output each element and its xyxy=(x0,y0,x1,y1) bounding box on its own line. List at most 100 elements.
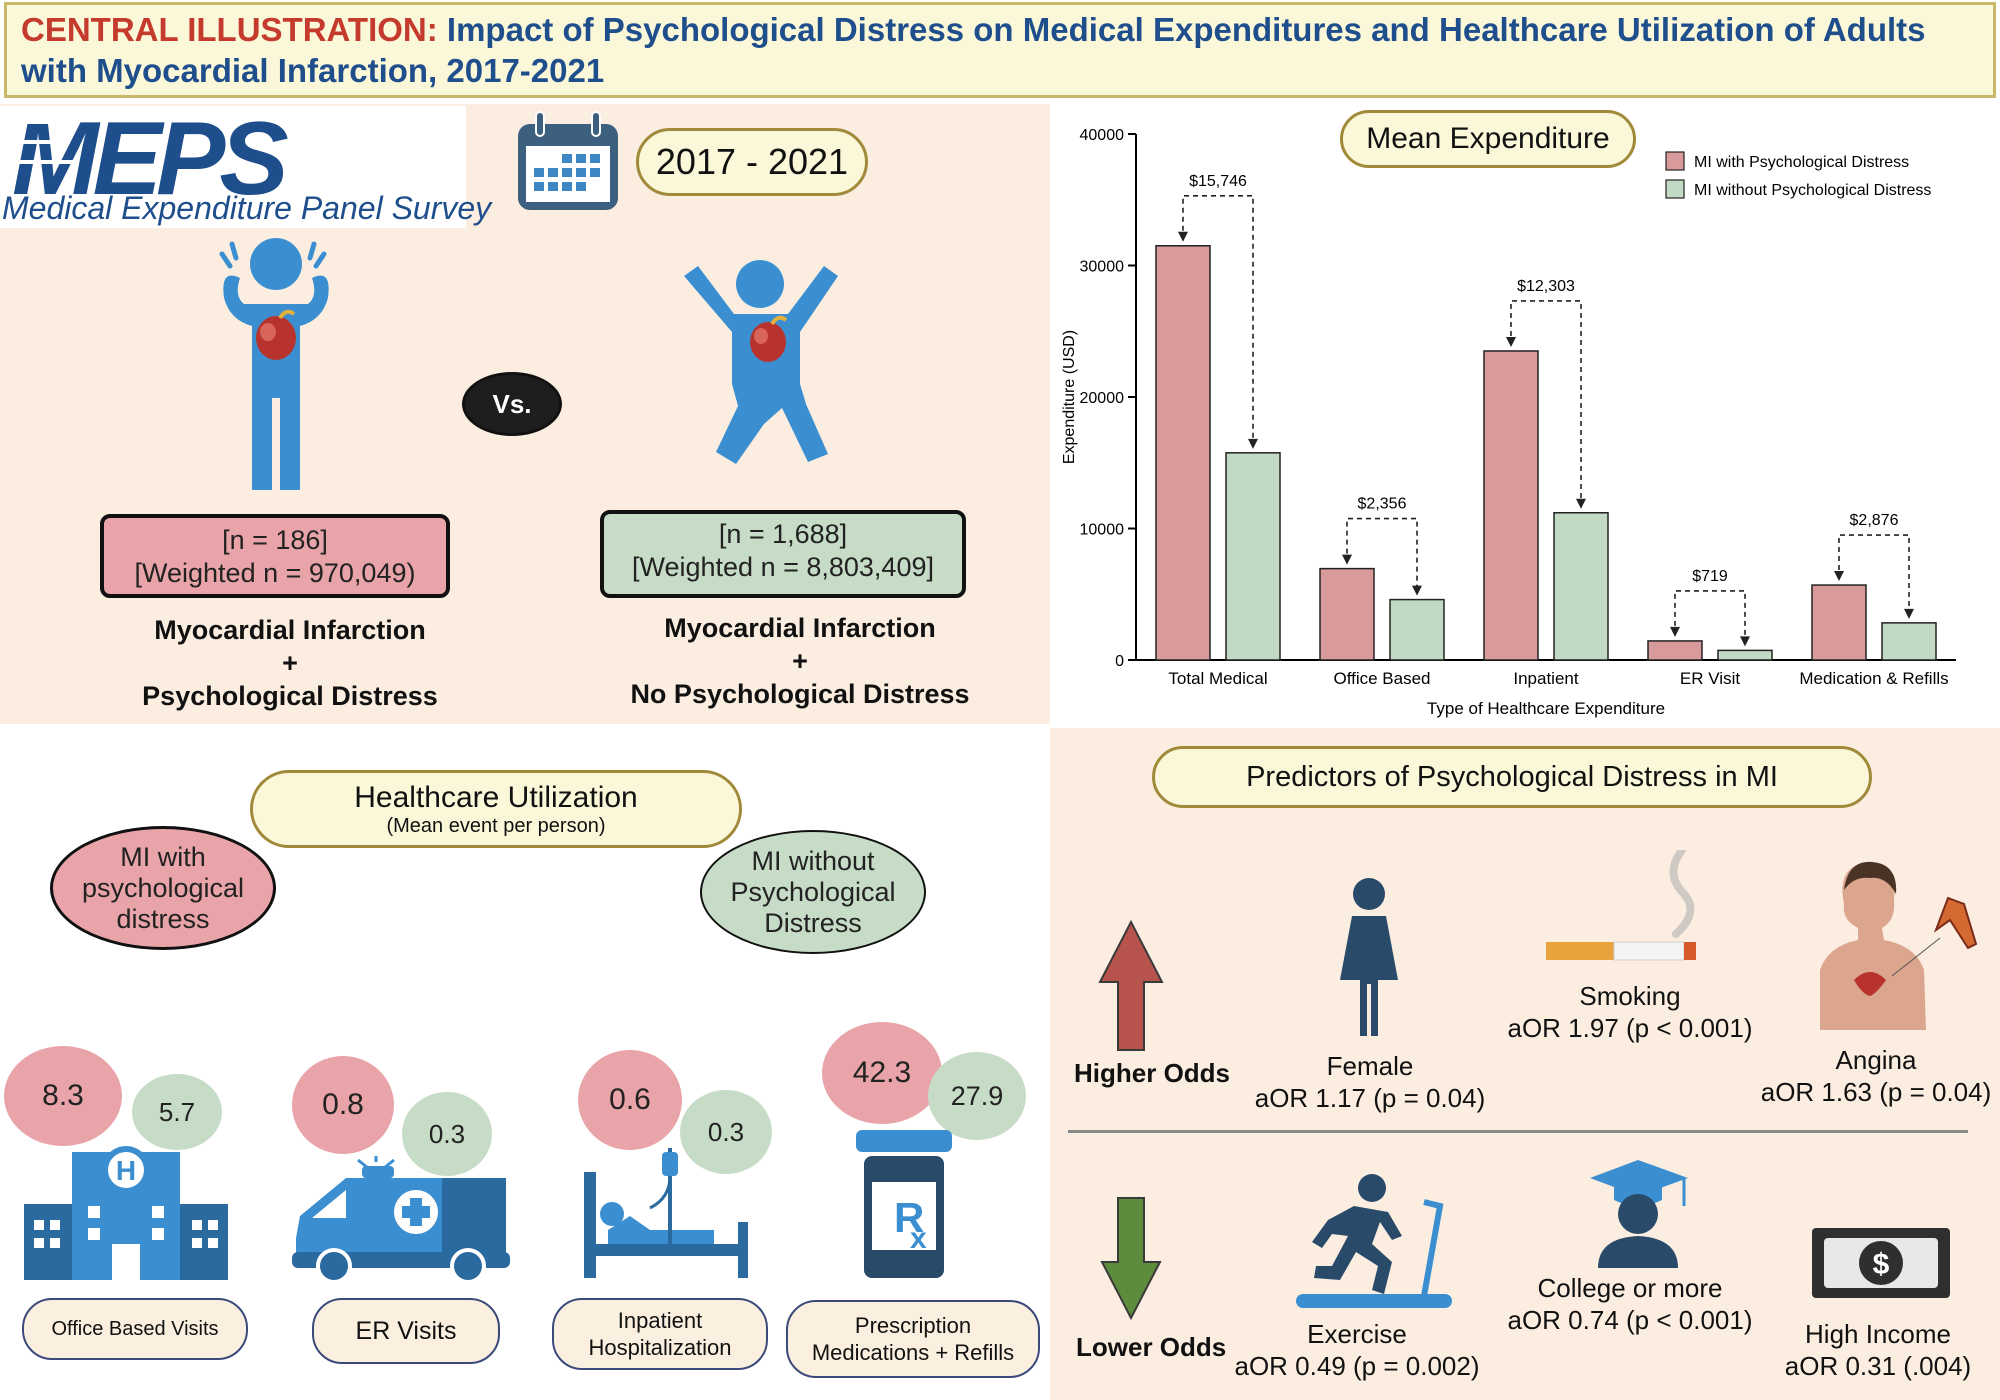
bar xyxy=(1225,452,1281,661)
group-distress-line2: Psychological Distress xyxy=(142,681,438,711)
title-main: Impact of Psychological Distress on Medi… xyxy=(437,11,1926,48)
predictor-female-name: Female xyxy=(1326,1051,1414,1081)
difference-bracket xyxy=(1674,590,1746,645)
predictor-angina-name: Angina xyxy=(1835,1045,1917,1075)
predictor-exercise-name: Exercise xyxy=(1307,1319,1407,1349)
difference-label: $2,356 xyxy=(1358,496,1407,513)
y-tick-label: 20000 xyxy=(1080,390,1125,407)
title-prefix: CENTRAL ILLUSTRATION: xyxy=(21,11,438,48)
group-distress-plus: + xyxy=(282,648,298,678)
group-distress-label: Myocardial Infarction + Psychological Di… xyxy=(80,614,500,713)
predictor-income: High Income aOR 0.31 (.004) xyxy=(1760,1318,1996,1382)
group-distress-weighted: [Weighted n = 970,049) xyxy=(134,558,416,588)
meps-logo-stripe xyxy=(6,160,76,164)
calendar-icon xyxy=(518,111,618,210)
difference-label: $2,876 xyxy=(1850,512,1899,529)
title-line-1: CENTRAL ILLUSTRATION: Impact of Psycholo… xyxy=(21,11,1926,49)
arrow-up-icon xyxy=(1098,920,1164,1051)
bracket-arrow xyxy=(1412,585,1422,596)
female-icon xyxy=(1340,878,1398,1036)
predictor-smoking: Smoking aOR 1.97 (p < 0.001) xyxy=(1500,980,1760,1044)
predictor-female: Female aOR 1.17 (p = 0.04) xyxy=(1230,1050,1510,1114)
er-visits-label: ER Visits xyxy=(312,1298,500,1364)
bar xyxy=(1389,598,1445,661)
svg-text:H: H xyxy=(116,1155,136,1186)
difference-bracket xyxy=(1838,534,1910,617)
period-badge: 2017 - 2021 xyxy=(636,128,868,196)
difference-label: $719 xyxy=(1692,568,1728,585)
bar xyxy=(1483,350,1539,661)
y-tick-label: 10000 xyxy=(1080,522,1125,539)
svg-text:x: x xyxy=(910,1222,927,1255)
bracket-arrow xyxy=(1248,438,1258,449)
predictor-income-name: High Income xyxy=(1805,1319,1951,1349)
predictor-female-stat: aOR 1.17 (p = 0.04) xyxy=(1254,1083,1486,1113)
meps-subtitle: Medical Expenditure Panel Survey xyxy=(2,190,492,226)
prescription-label: Prescription Medications + Refills xyxy=(786,1300,1040,1378)
treadmill-icon xyxy=(1296,1174,1452,1308)
bar xyxy=(1881,622,1937,661)
utilization-subtitle: (Mean event per person) xyxy=(386,814,606,837)
x-tick-label: Medication & Refills xyxy=(1799,669,1948,688)
hospital-bed-icon xyxy=(584,1148,748,1278)
x-tick-label: ER Visit xyxy=(1680,669,1740,688)
prescription-with-bubble: 42.3 xyxy=(822,1022,942,1124)
group-no-distress-n: [n = 1,688] xyxy=(718,519,848,549)
svg-text:$: $ xyxy=(1873,1248,1890,1281)
y-tick-label: 40000 xyxy=(1080,127,1125,144)
group-distress-sample-box: [n = 186] [Weighted n = 970,049) xyxy=(100,514,450,598)
difference-bracket xyxy=(1346,517,1418,594)
difference-bracket xyxy=(1510,300,1582,507)
lower-odds-label: Lower Odds xyxy=(1076,1332,1227,1362)
svg-text:R: R xyxy=(894,1194,924,1241)
x-tick-label: Inpatient xyxy=(1513,669,1578,688)
predictor-angina-stat: aOR 1.63 (p = 0.04) xyxy=(1760,1077,1992,1107)
graduate-icon xyxy=(1590,1160,1688,1268)
distressed-person-icon xyxy=(219,238,329,490)
bar xyxy=(1811,584,1867,661)
y-tick-label: 30000 xyxy=(1080,259,1125,276)
group-no-distress-line1: Myocardial Infarction xyxy=(664,613,936,643)
bracket-arrow xyxy=(1506,336,1516,347)
bar xyxy=(1647,640,1703,661)
inpatient-without-bubble: 0.3 xyxy=(680,1090,772,1174)
predictor-college-stat: aOR 0.74 (p < 0.001) xyxy=(1507,1305,1753,1335)
bracket-arrow xyxy=(1904,608,1914,619)
office-based-visits-label: Office Based Visits xyxy=(22,1298,248,1360)
x-tick-label: Total Medical xyxy=(1168,669,1267,688)
legend-without-distress: MI without Psychological Distress xyxy=(700,830,926,954)
predictor-income-stat: aOR 0.31 (.004) xyxy=(1784,1351,1972,1381)
money-icon: $ xyxy=(1812,1228,1950,1298)
y-tick-label: 0 xyxy=(1115,653,1124,670)
bracket-arrow xyxy=(1670,626,1680,637)
x-tick-label: Office Based xyxy=(1333,669,1430,688)
bar xyxy=(1155,245,1211,661)
utilization-title-box: Healthcare Utilization (Mean event per p… xyxy=(250,770,742,848)
bar xyxy=(1553,512,1609,661)
er-with-bubble: 0.8 xyxy=(292,1056,394,1154)
vs-badge: Vs. xyxy=(462,372,562,436)
legend-label: MI with Psychological Distress xyxy=(1694,154,1909,171)
bar xyxy=(1717,649,1773,661)
bracket-arrow xyxy=(1740,636,1750,647)
mean-expenditure-chart: 0 10000 20000 30000 40000 Expenditure (USD) Ty… xyxy=(1061,127,1956,718)
utilization-title: Healthcare Utilization xyxy=(354,780,638,814)
happy-person-icon xyxy=(684,260,838,464)
legend-with-distress: MI with psychological distress xyxy=(50,826,276,950)
group-no-distress-line2: No Psychological Distress xyxy=(630,679,970,709)
heart-icon xyxy=(256,309,296,360)
inpatient-with-bubble: 0.6 xyxy=(578,1050,682,1150)
group-no-distress-sample-box: [n = 1,688] [Weighted n = 8,803,409] xyxy=(600,510,966,598)
predictor-exercise: Exercise aOR 0.49 (p = 0.002) xyxy=(1222,1318,1492,1382)
bracket-arrow xyxy=(1178,231,1188,242)
office-without-bubble: 5.7 xyxy=(132,1074,222,1150)
heart-icon xyxy=(750,315,788,362)
bracket-arrow xyxy=(1834,571,1844,582)
prescription-without-bubble: 27.9 xyxy=(928,1052,1026,1140)
legend-swatch xyxy=(1665,179,1685,199)
difference-label: $15,746 xyxy=(1189,173,1247,190)
higher-odds-label: Higher Odds xyxy=(1074,1058,1231,1088)
title-line-2: with Myocardial Infarction, 2017-2021 xyxy=(21,52,605,89)
legend-label: MI without Psychological Distress xyxy=(1694,182,1931,199)
hospital-icon: H xyxy=(24,1146,228,1280)
